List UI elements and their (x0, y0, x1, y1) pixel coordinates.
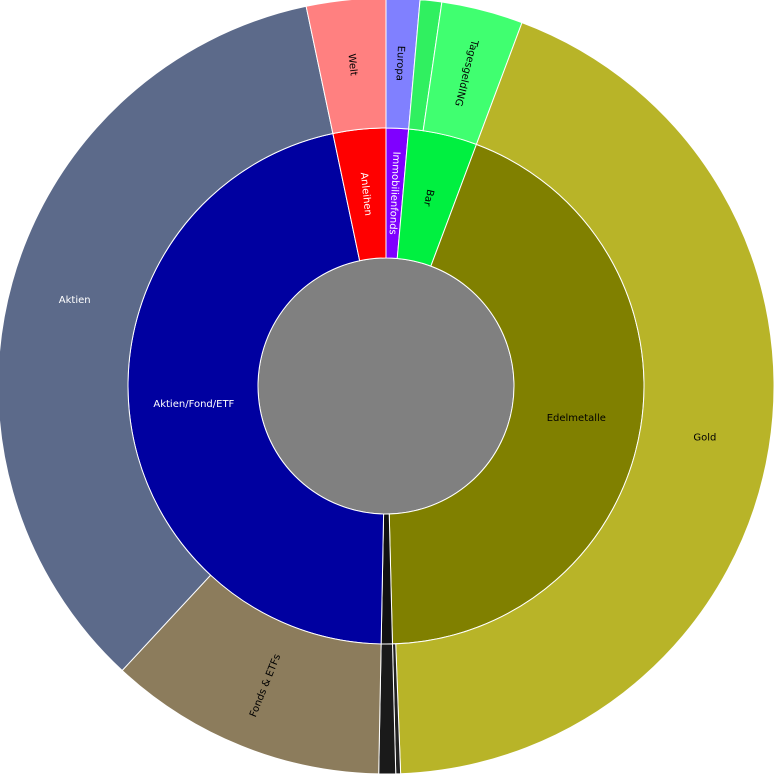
segment-label: Bar (421, 188, 436, 208)
segment-label: Europa (393, 45, 406, 81)
center (257, 257, 515, 515)
outer-segment (0, 5, 334, 672)
segment-label: Gold (693, 433, 716, 444)
segment-label: Aktien/Fond/ETF (153, 399, 234, 410)
segment-label: Immobilienfonds (387, 151, 402, 235)
outer-segment (305, 0, 387, 135)
segment-label: Edelmetalle (547, 413, 606, 424)
segment-label: Anleihen (358, 172, 373, 217)
segment-label: Aktien (59, 295, 91, 306)
outer-segment (395, 21, 775, 775)
segment-label: Welt (345, 53, 358, 76)
